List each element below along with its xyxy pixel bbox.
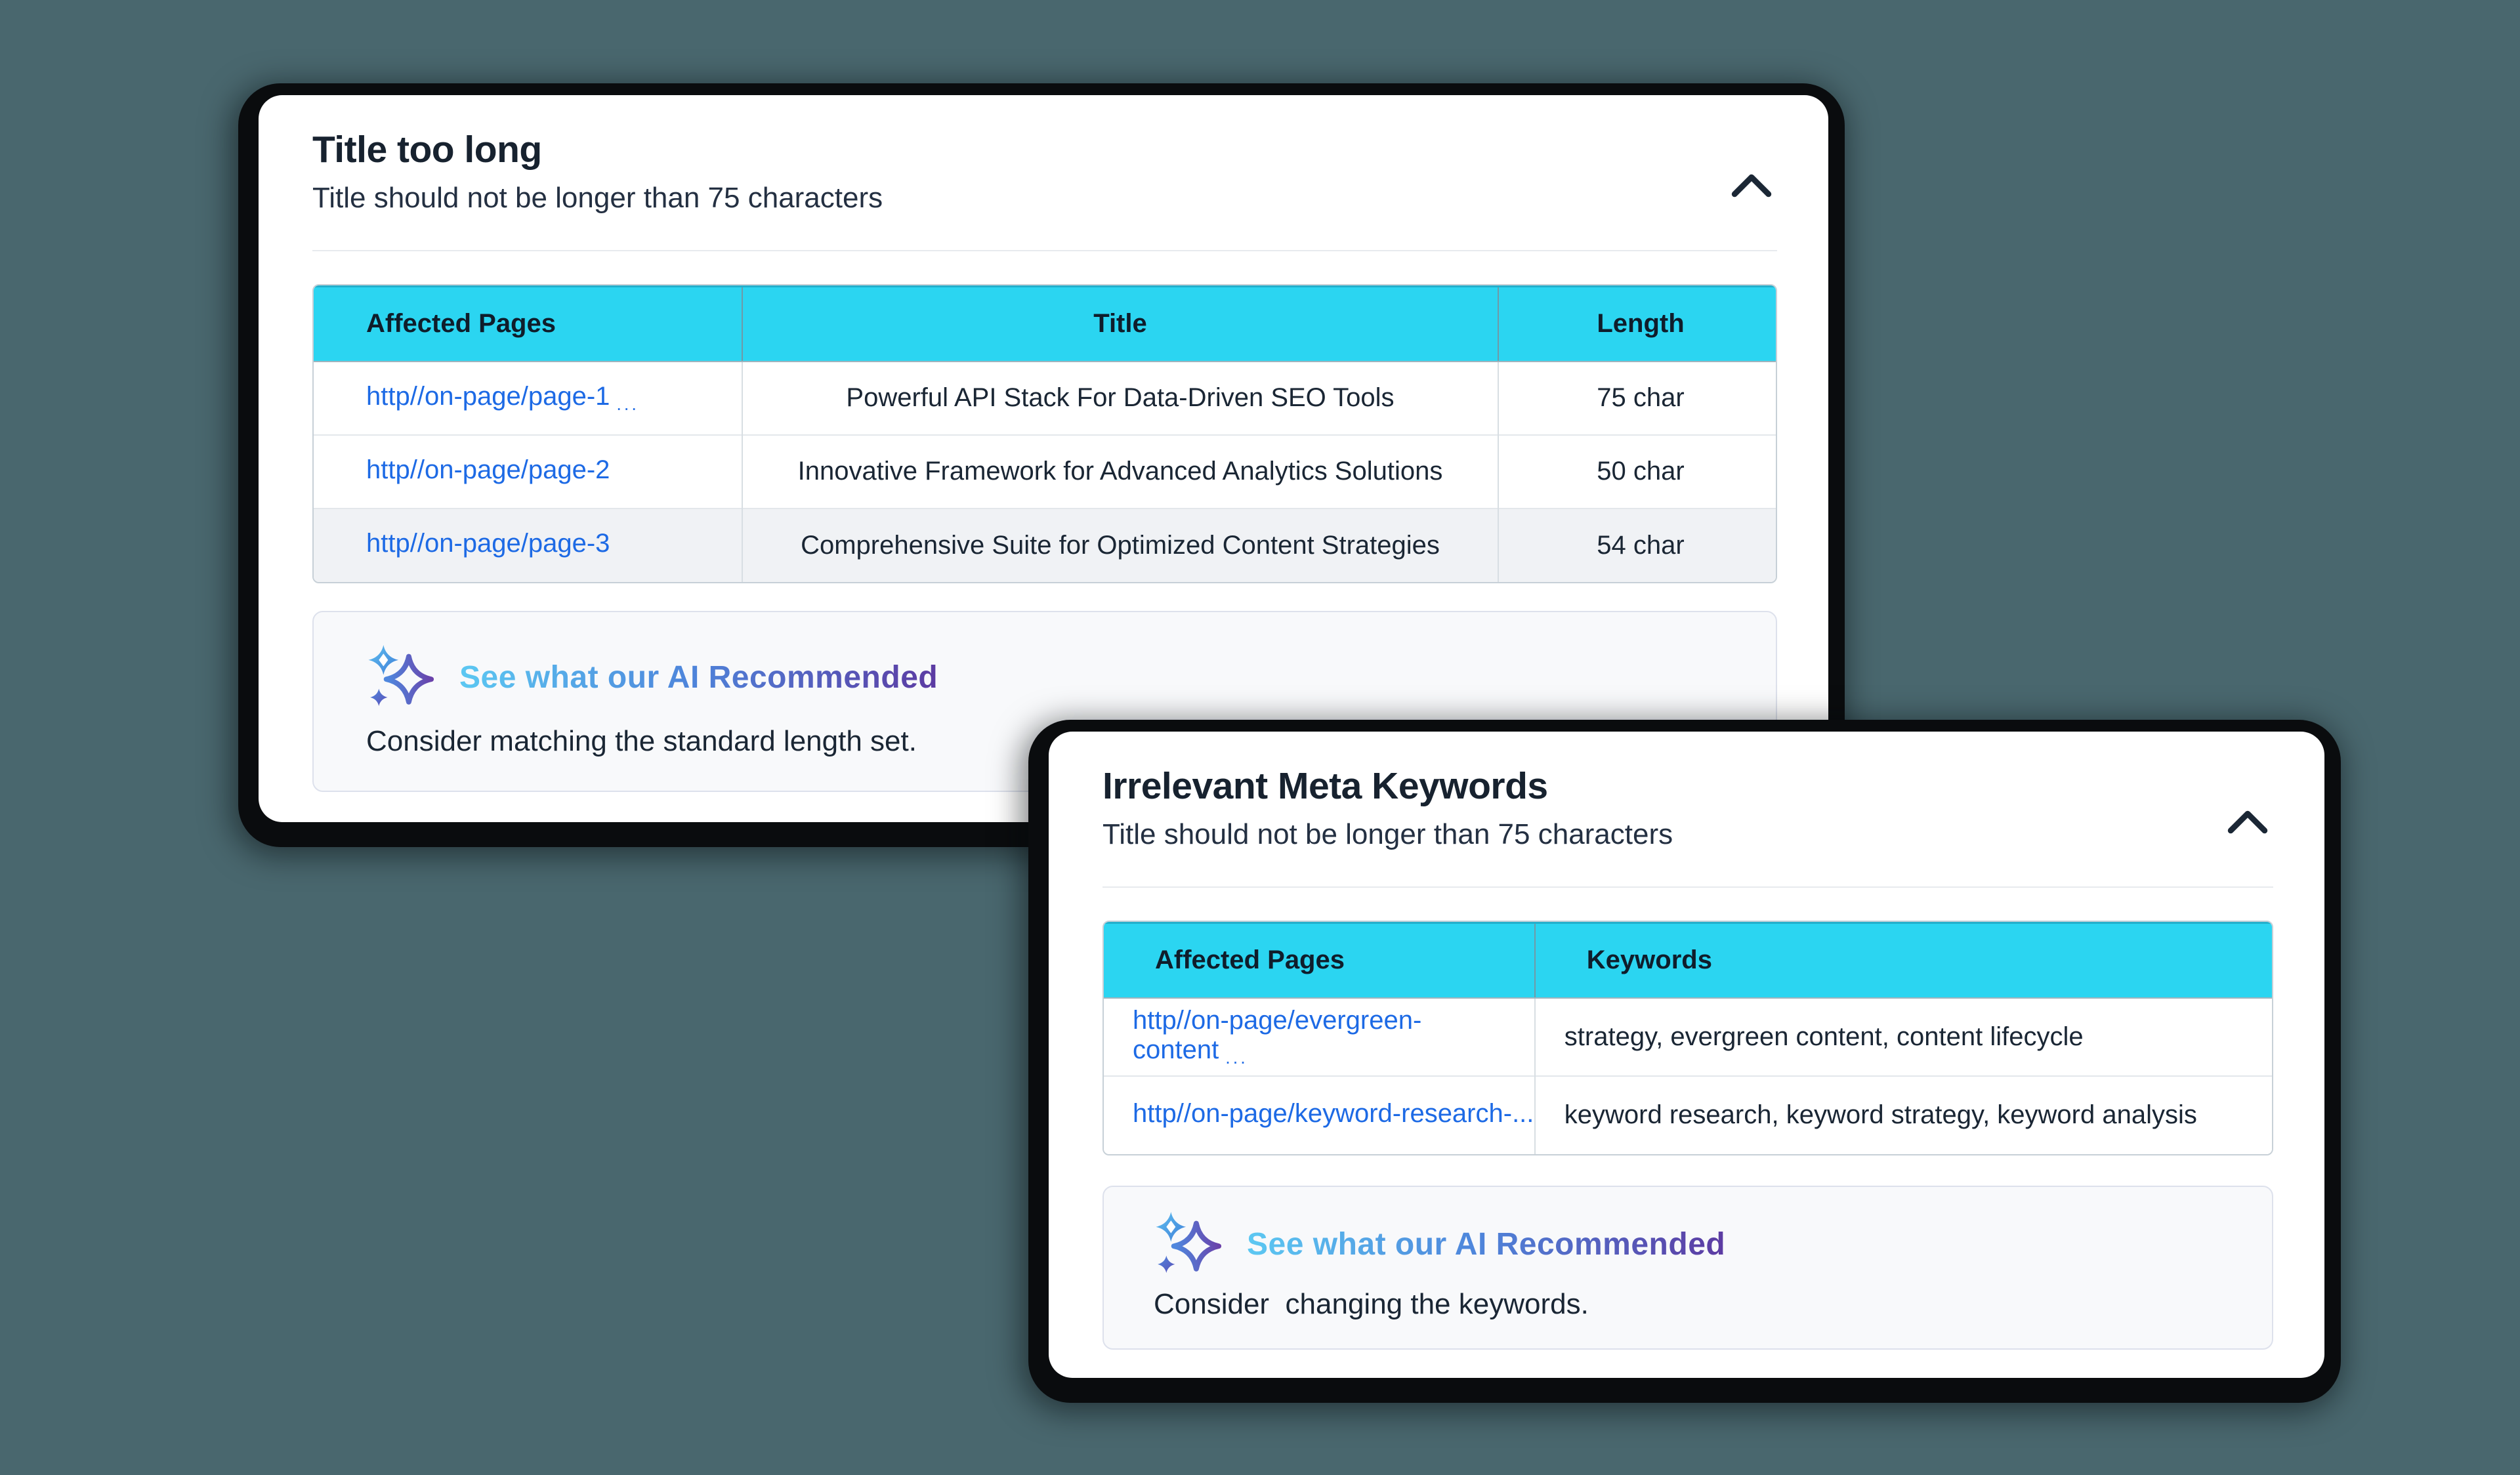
card-title: Irrelevant Meta Keywords xyxy=(1102,765,1548,807)
table-row: http//on-page/evergreen-content... strat… xyxy=(1104,997,2272,1076)
table-row: http//on-page/page-3 Comprehensive Suite… xyxy=(314,507,1776,582)
header-divider xyxy=(1102,886,2273,888)
table-header-row: Affected Pages Keywords xyxy=(1104,922,2272,999)
issue-card-title-too-long: Title too long Title should not be longe… xyxy=(259,95,1828,822)
table-row: http//on-page/keyword-research-... keywo… xyxy=(1104,1075,2272,1154)
header-divider xyxy=(312,250,1777,251)
ai-recommendation-text: Consider matching the standard length se… xyxy=(366,724,917,757)
column-header-keywords: Keywords xyxy=(1534,922,2272,999)
sparkle-icon xyxy=(1156,1211,1222,1273)
affected-pages-table: Affected Pages Title Length http//on-pag… xyxy=(312,284,1777,583)
keywords-cell: strategy, evergreen content, content lif… xyxy=(1534,997,2272,1076)
card-subtitle: Title should not be longer than 75 chara… xyxy=(312,182,883,214)
page-link[interactable]: http//on-page/keyword-research-... xyxy=(1133,1098,1534,1128)
page-title-cell: Comprehensive Suite for Optimized Conten… xyxy=(742,507,1498,582)
affected-pages-table: Affected Pages Keywords http//on-page/ev… xyxy=(1102,921,2273,1155)
length-cell: 75 char xyxy=(1498,361,1776,435)
card-title: Title too long xyxy=(312,129,542,171)
length-cell: 50 char xyxy=(1498,434,1776,509)
table-header-row: Affected Pages Title Length xyxy=(314,285,1776,362)
sparkle-icon xyxy=(368,644,434,706)
table-row: http//on-page/page-1... Powerful API Sta… xyxy=(314,361,1776,435)
column-header-title: Title xyxy=(742,285,1498,362)
url-truncation-ellipsis: ... xyxy=(616,394,639,414)
page-link[interactable]: http//on-page/page-3 xyxy=(366,529,610,558)
ai-recommendation-box: See what our AI Recommended Consider mat… xyxy=(312,610,1777,792)
column-header-affected-pages: Affected Pages xyxy=(314,285,742,362)
url-truncation-ellipsis: ... xyxy=(1225,1047,1248,1068)
card-body: Irrelevant Meta Keywords Title should no… xyxy=(1049,732,2324,1378)
page-title-cell: Innovative Framework for Advanced Analyt… xyxy=(742,434,1498,509)
ai-recommendation-link[interactable]: See what our AI Recommended xyxy=(366,644,1723,712)
collapse-button[interactable] xyxy=(2225,805,2271,839)
card-body: Title too long Title should not be longe… xyxy=(259,95,1828,822)
card-subtitle: Title should not be longer than 75 chara… xyxy=(1102,818,1673,850)
issue-card-irrelevant-meta-keywords: Irrelevant Meta Keywords Title should no… xyxy=(1049,732,2324,1378)
page-link[interactable]: http//on-page/page-2 xyxy=(366,455,610,484)
chevron-up-icon xyxy=(2227,810,2268,834)
chevron-up-icon xyxy=(1731,174,1772,197)
page-title-cell: Powerful API Stack For Data-Driven SEO T… xyxy=(742,361,1498,435)
collapse-button[interactable] xyxy=(1729,169,1774,203)
column-header-length: Length xyxy=(1498,285,1776,362)
length-cell: 54 char xyxy=(1498,507,1776,582)
ai-recommendation-box: See what our AI Recommended Consider cha… xyxy=(1102,1185,2273,1350)
keywords-cell: keyword research, keyword strategy, keyw… xyxy=(1534,1075,2272,1154)
column-header-affected-pages: Affected Pages xyxy=(1104,922,1535,999)
page-link[interactable]: http//on-page/evergreen-content xyxy=(1133,1005,1422,1064)
page-link[interactable]: http//on-page/page-1 xyxy=(366,381,610,411)
table-row: http//on-page/page-2 Innovative Framewor… xyxy=(314,434,1776,509)
ai-recommendation-text: Consider changing the keywords. xyxy=(1154,1287,1589,1320)
ai-recommendation-heading: See what our AI Recommended xyxy=(1247,1227,1726,1262)
ai-recommendation-link[interactable]: See what our AI Recommended xyxy=(1154,1211,2219,1279)
ai-recommendation-heading: See what our AI Recommended xyxy=(459,660,938,695)
